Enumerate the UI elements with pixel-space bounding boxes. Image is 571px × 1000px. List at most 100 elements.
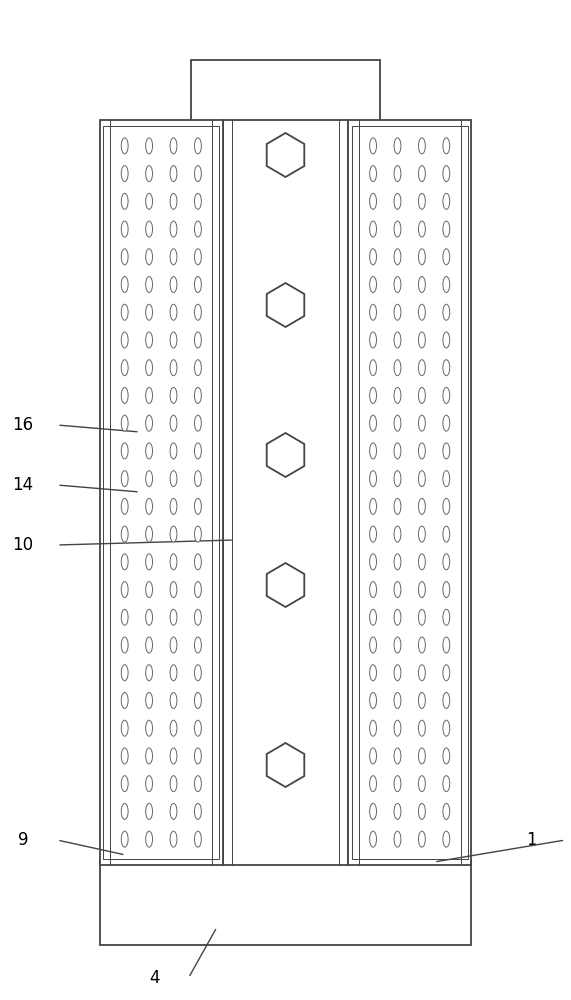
Ellipse shape	[394, 138, 401, 154]
Ellipse shape	[146, 609, 152, 625]
Ellipse shape	[369, 332, 376, 348]
Ellipse shape	[419, 748, 425, 764]
Polygon shape	[267, 133, 304, 177]
Ellipse shape	[195, 443, 202, 459]
Ellipse shape	[170, 776, 177, 792]
Ellipse shape	[419, 498, 425, 514]
Ellipse shape	[121, 332, 128, 348]
Polygon shape	[267, 283, 304, 327]
Ellipse shape	[394, 554, 401, 570]
Ellipse shape	[419, 221, 425, 237]
Ellipse shape	[170, 387, 177, 403]
Bar	[223, 120, 348, 865]
Ellipse shape	[170, 221, 177, 237]
Ellipse shape	[195, 221, 202, 237]
Ellipse shape	[419, 193, 425, 209]
Ellipse shape	[170, 193, 177, 209]
Ellipse shape	[394, 526, 401, 542]
Ellipse shape	[121, 277, 128, 293]
Ellipse shape	[443, 692, 450, 708]
Ellipse shape	[443, 443, 450, 459]
Polygon shape	[267, 563, 304, 607]
Ellipse shape	[146, 221, 152, 237]
Ellipse shape	[369, 748, 376, 764]
Ellipse shape	[146, 720, 152, 736]
Ellipse shape	[369, 526, 376, 542]
Ellipse shape	[443, 360, 450, 376]
Ellipse shape	[419, 609, 425, 625]
Ellipse shape	[394, 776, 401, 792]
Ellipse shape	[195, 304, 202, 320]
Ellipse shape	[146, 582, 152, 598]
Ellipse shape	[121, 637, 128, 653]
Ellipse shape	[195, 166, 202, 182]
Ellipse shape	[146, 803, 152, 819]
Ellipse shape	[394, 221, 401, 237]
Ellipse shape	[394, 443, 401, 459]
Ellipse shape	[443, 526, 450, 542]
Ellipse shape	[146, 332, 152, 348]
Ellipse shape	[195, 138, 202, 154]
Ellipse shape	[419, 803, 425, 819]
Text: 14: 14	[13, 476, 33, 494]
Ellipse shape	[121, 249, 128, 265]
Ellipse shape	[369, 249, 376, 265]
Ellipse shape	[443, 249, 450, 265]
Ellipse shape	[121, 776, 128, 792]
Ellipse shape	[394, 415, 401, 431]
Ellipse shape	[443, 720, 450, 736]
Ellipse shape	[369, 166, 376, 182]
Ellipse shape	[195, 748, 202, 764]
Ellipse shape	[419, 637, 425, 653]
Ellipse shape	[146, 498, 152, 514]
Ellipse shape	[121, 304, 128, 320]
Ellipse shape	[146, 138, 152, 154]
Ellipse shape	[170, 609, 177, 625]
Ellipse shape	[121, 415, 128, 431]
Ellipse shape	[369, 221, 376, 237]
Bar	[352, 126, 468, 859]
Ellipse shape	[121, 387, 128, 403]
Ellipse shape	[170, 526, 177, 542]
Ellipse shape	[394, 304, 401, 320]
Ellipse shape	[369, 582, 376, 598]
Ellipse shape	[419, 582, 425, 598]
Ellipse shape	[394, 831, 401, 847]
Ellipse shape	[369, 193, 376, 209]
Polygon shape	[267, 433, 304, 477]
Ellipse shape	[121, 221, 128, 237]
Ellipse shape	[146, 249, 152, 265]
Text: 4: 4	[149, 969, 159, 987]
Ellipse shape	[146, 692, 152, 708]
Ellipse shape	[394, 277, 401, 293]
Ellipse shape	[443, 138, 450, 154]
Ellipse shape	[443, 277, 450, 293]
Ellipse shape	[369, 803, 376, 819]
Text: 16: 16	[13, 416, 33, 434]
Ellipse shape	[146, 387, 152, 403]
Ellipse shape	[146, 471, 152, 487]
Ellipse shape	[146, 554, 152, 570]
Ellipse shape	[369, 138, 376, 154]
Ellipse shape	[195, 360, 202, 376]
Ellipse shape	[394, 803, 401, 819]
Ellipse shape	[419, 387, 425, 403]
Ellipse shape	[195, 498, 202, 514]
Ellipse shape	[146, 415, 152, 431]
Ellipse shape	[443, 803, 450, 819]
Ellipse shape	[146, 665, 152, 681]
Ellipse shape	[146, 360, 152, 376]
Bar	[191, 60, 380, 125]
Ellipse shape	[369, 443, 376, 459]
Ellipse shape	[394, 720, 401, 736]
Ellipse shape	[121, 665, 128, 681]
Bar	[103, 126, 219, 859]
Ellipse shape	[195, 554, 202, 570]
Ellipse shape	[394, 193, 401, 209]
Ellipse shape	[394, 609, 401, 625]
Ellipse shape	[369, 637, 376, 653]
Ellipse shape	[121, 609, 128, 625]
Ellipse shape	[146, 443, 152, 459]
Bar	[348, 120, 471, 865]
Ellipse shape	[419, 443, 425, 459]
